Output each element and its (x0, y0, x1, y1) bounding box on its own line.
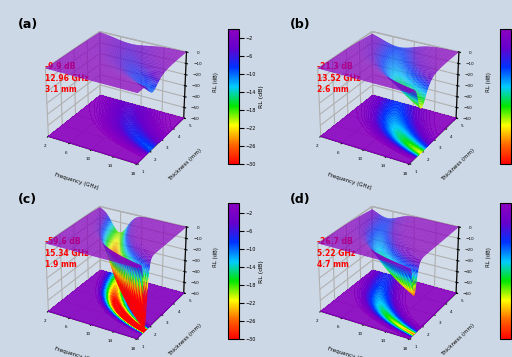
X-axis label: Frequency (GHz): Frequency (GHz) (327, 172, 372, 190)
Text: -59.6 dB
15.34 GHz
1.9 mm: -59.6 dB 15.34 GHz 1.9 mm (45, 237, 88, 270)
Text: (b): (b) (290, 18, 311, 31)
Text: (d): (d) (290, 193, 311, 206)
Text: -9.9 dB
12.96 GHz
3.1 mm: -9.9 dB 12.96 GHz 3.1 mm (45, 62, 88, 95)
Y-axis label: Thickness (mm): Thickness (mm) (168, 148, 203, 182)
Y-axis label: Thickness (mm): Thickness (mm) (440, 323, 475, 357)
X-axis label: Frequency (GHz): Frequency (GHz) (327, 347, 372, 357)
Text: -26.7 dB
5.22 GHz
4.7 mm: -26.7 dB 5.22 GHz 4.7 mm (317, 237, 355, 270)
Text: -21.3 dB
13.52 GHz
2.6 mm: -21.3 dB 13.52 GHz 2.6 mm (317, 62, 360, 95)
Y-axis label: Thickness (mm): Thickness (mm) (168, 323, 203, 357)
X-axis label: Frequency (GHz): Frequency (GHz) (54, 172, 99, 190)
Y-axis label: RL (dB): RL (dB) (259, 260, 264, 283)
Text: (a): (a) (18, 18, 38, 31)
Text: (c): (c) (18, 193, 37, 206)
Y-axis label: RL (dB): RL (dB) (259, 85, 264, 108)
Y-axis label: Thickness (mm): Thickness (mm) (440, 148, 475, 182)
X-axis label: Frequency (GHz): Frequency (GHz) (54, 347, 99, 357)
